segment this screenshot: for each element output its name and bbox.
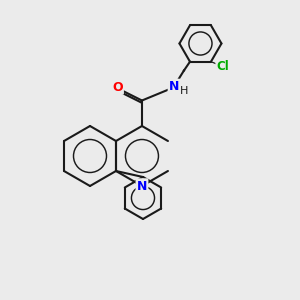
Text: Cl: Cl	[216, 60, 229, 73]
Text: N: N	[169, 80, 179, 93]
Text: N: N	[137, 179, 147, 193]
Text: O: O	[112, 80, 123, 94]
Text: H: H	[180, 85, 188, 96]
